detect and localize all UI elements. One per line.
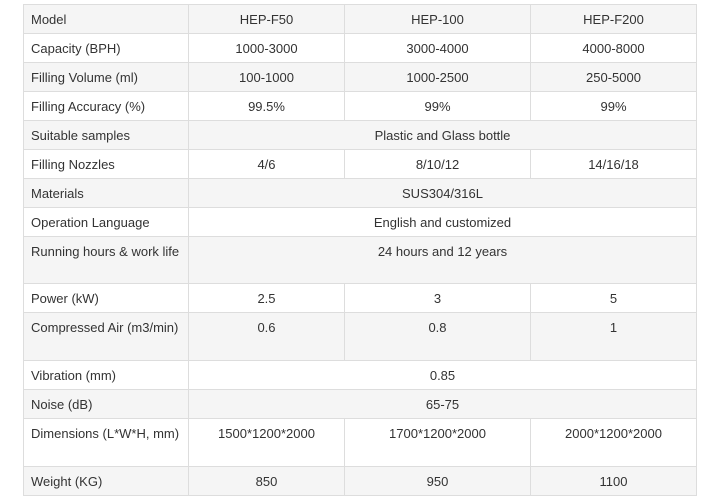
header-hep-f200: HEP-F200	[530, 4, 697, 34]
table-row: Vibration (mm) 0.85	[23, 360, 697, 390]
row-label: Dimensions (L*W*H, mm)	[23, 418, 189, 467]
table-cell: 0.85	[188, 360, 697, 390]
table-cell: 14/16/18	[530, 149, 697, 179]
table-cell: 4000-8000	[530, 33, 697, 63]
table-cell: 3000-4000	[344, 33, 531, 63]
header-hep-100: HEP-100	[344, 4, 531, 34]
row-label: Suitable samples	[23, 120, 189, 150]
row-label: Vibration (mm)	[23, 360, 189, 390]
table-cell: 99.5%	[188, 91, 345, 121]
row-label: Running hours & work life	[23, 236, 189, 284]
table-cell: 3	[344, 283, 531, 313]
spec-table: Model HEP-F50 HEP-100 HEP-F200 Capacity …	[23, 4, 697, 496]
row-label: Filling Accuracy (%)	[23, 91, 189, 121]
table-row: Operation Language English and customize…	[23, 207, 697, 237]
row-label: Filling Nozzles	[23, 149, 189, 179]
row-label: Power (kW)	[23, 283, 189, 313]
table-row: Running hours & work life 24 hours and 1…	[23, 236, 697, 284]
table-cell: 1000-3000	[188, 33, 345, 63]
table-row: Dimensions (L*W*H, mm) 1500*1200*2000 17…	[23, 418, 697, 467]
table-row: Suitable samples Plastic and Glass bottl…	[23, 120, 697, 150]
row-label: Weight (KG)	[23, 466, 189, 496]
table-cell: 850	[188, 466, 345, 496]
table-row: Power (kW) 2.5 3 5	[23, 283, 697, 313]
table-cell: 24 hours and 12 years	[188, 236, 697, 284]
row-label: Noise (dB)	[23, 389, 189, 419]
table-cell: 5	[530, 283, 697, 313]
table-row: Compressed Air (m3/min) 0.6 0.8 1	[23, 312, 697, 361]
row-label: Compressed Air (m3/min)	[23, 312, 189, 361]
table-cell: 250-5000	[530, 62, 697, 92]
table-cell: 1	[530, 312, 697, 361]
table-cell: 0.6	[188, 312, 345, 361]
table-cell: 950	[344, 466, 531, 496]
table-cell: 1100	[530, 466, 697, 496]
table-cell: 1700*1200*2000	[344, 418, 531, 467]
table-cell: English and customized	[188, 207, 697, 237]
table-row: Noise (dB) 65-75	[23, 389, 697, 419]
row-label: Operation Language	[23, 207, 189, 237]
table-cell: 1500*1200*2000	[188, 418, 345, 467]
table-cell: 1000-2500	[344, 62, 531, 92]
table-row: Filling Nozzles 4/6 8/10/12 14/16/18	[23, 149, 697, 179]
table-cell: 4/6	[188, 149, 345, 179]
table-cell: 8/10/12	[344, 149, 531, 179]
table-cell: 2.5	[188, 283, 345, 313]
header-model: Model	[23, 4, 189, 34]
table-row: Weight (KG) 850 950 1100	[23, 466, 697, 496]
table-cell: 2000*1200*2000	[530, 418, 697, 467]
table-row: Materials SUS304/316L	[23, 178, 697, 208]
table-row: Filling Accuracy (%) 99.5% 99% 99%	[23, 91, 697, 121]
row-label: Capacity (BPH)	[23, 33, 189, 63]
table-row: Capacity (BPH) 1000-3000 3000-4000 4000-…	[23, 33, 697, 63]
table-row: Filling Volume (ml) 100-1000 1000-2500 2…	[23, 62, 697, 92]
table-cell: 100-1000	[188, 62, 345, 92]
table-cell: 99%	[530, 91, 697, 121]
header-hep-f50: HEP-F50	[188, 4, 345, 34]
row-label: Filling Volume (ml)	[23, 62, 189, 92]
row-label: Materials	[23, 178, 189, 208]
table-cell: 0.8	[344, 312, 531, 361]
table-cell: 99%	[344, 91, 531, 121]
table-cell: Plastic and Glass bottle	[188, 120, 697, 150]
table-cell: SUS304/316L	[188, 178, 697, 208]
table-header-row: Model HEP-F50 HEP-100 HEP-F200	[23, 4, 697, 34]
table-cell: 65-75	[188, 389, 697, 419]
